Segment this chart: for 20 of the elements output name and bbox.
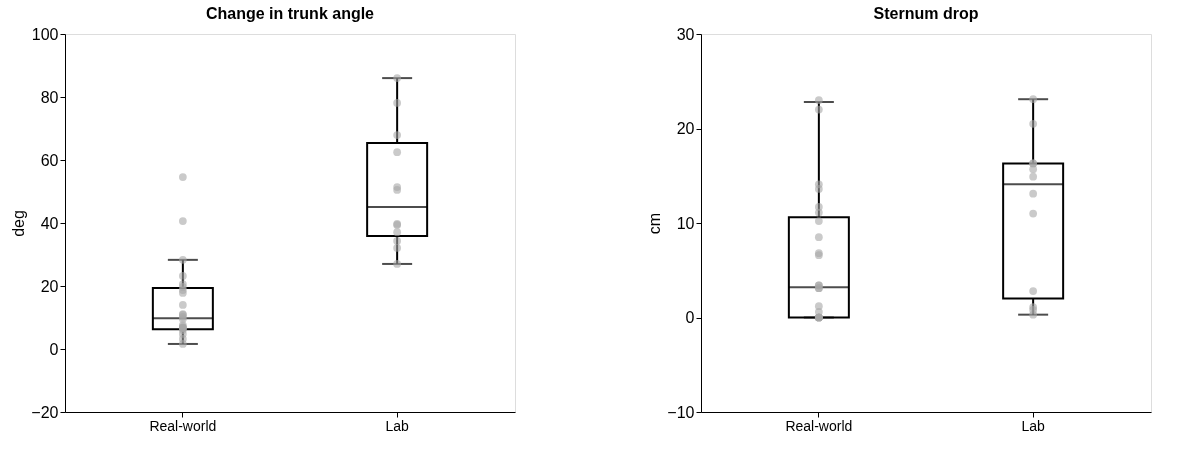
x-tick-label: Lab <box>385 417 410 434</box>
x-tick-label: Real-world <box>785 417 853 434</box>
y-tick-label: 20 <box>40 277 59 295</box>
y-axis-title: deg <box>10 210 28 237</box>
y-axis-title: cm <box>646 212 664 235</box>
x-tick-label: Lab <box>1021 417 1046 434</box>
chart-title: Sternum drop <box>873 5 979 22</box>
y-tick-label: −20 <box>31 403 59 421</box>
y-tick-label: 20 <box>676 120 695 137</box>
y-tick-label: 40 <box>40 214 59 232</box>
chart-title: Change in trunk angle <box>205 5 375 22</box>
y-tick-label: −10 <box>667 403 695 421</box>
y-tick-label: 0 <box>49 340 59 358</box>
y-tick-label: 30 <box>676 25 695 43</box>
y-tick-label: 60 <box>40 151 59 169</box>
y-tick-label: 80 <box>40 88 59 106</box>
y-tick-label: 0 <box>685 309 695 326</box>
y-tick-label: 10 <box>676 214 695 232</box>
x-tick-label: Real-world <box>149 417 217 434</box>
y-tick-label: 100 <box>31 25 59 43</box>
